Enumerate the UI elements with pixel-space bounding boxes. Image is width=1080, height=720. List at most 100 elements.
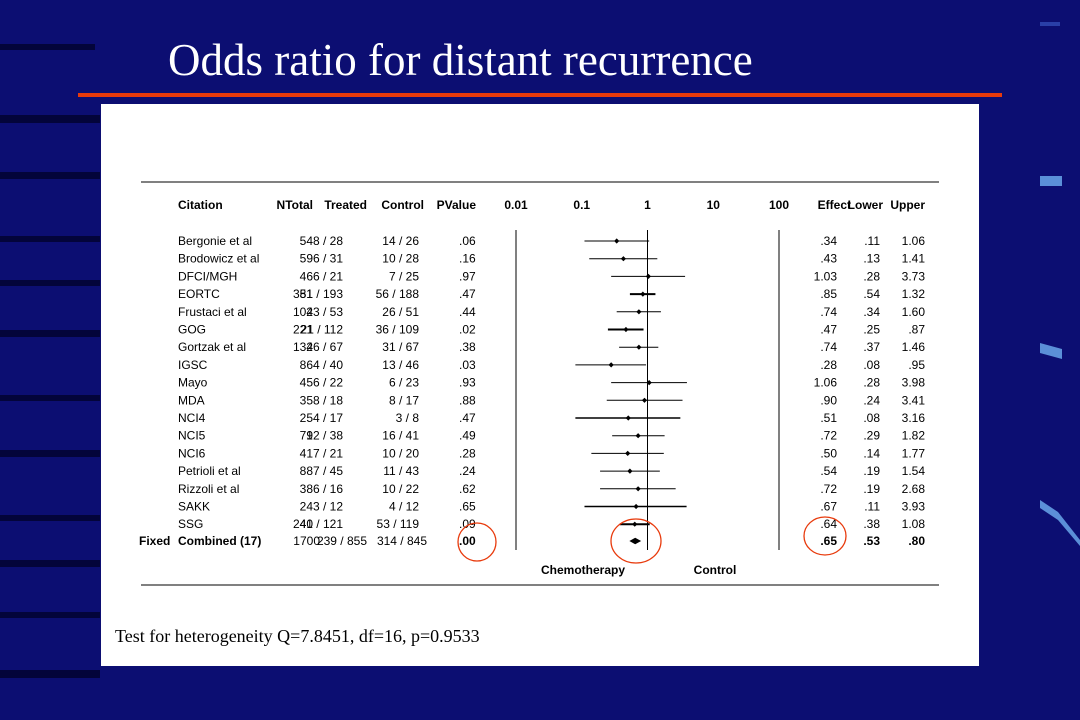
right-direction-label: Control: [694, 563, 737, 577]
combined-upper: .80: [908, 534, 925, 548]
x-tick-label: 0.1: [573, 198, 590, 212]
x-tick-label: 100: [769, 198, 789, 212]
study-pvalue: .24: [459, 464, 476, 478]
study-ntotal: 35: [300, 393, 314, 407]
study-pvalue: .03: [459, 358, 476, 372]
study-upper: 1.41: [902, 252, 926, 266]
study-ntotal: 134: [293, 340, 313, 354]
study-point: [635, 433, 641, 439]
combined-pvalue: .00: [459, 534, 476, 548]
study-treated: 4 / 40: [313, 358, 343, 372]
study-effect: .34: [820, 234, 837, 248]
study-treated: 6 / 31: [313, 252, 343, 266]
header-effect: Effect: [818, 198, 851, 212]
combined-diamond: [629, 537, 642, 545]
study-ntotal: 25: [300, 411, 314, 425]
study-ntotal: 59: [300, 252, 314, 266]
study-treated: 12 / 38: [306, 429, 343, 443]
study-effect: .28: [820, 358, 837, 372]
heterogeneity-note: Test for heterogeneity Q=7.8451, df=16, …: [115, 626, 480, 646]
study-pvalue: .62: [459, 482, 476, 496]
study-treated: 3 / 12: [313, 500, 343, 514]
study-treated: 7 / 21: [313, 446, 343, 460]
study-effect: .47: [820, 323, 837, 337]
study-citation: NCI4: [178, 411, 206, 425]
study-pvalue: .28: [459, 446, 476, 460]
study-effect: .67: [820, 500, 837, 514]
study-upper: 1.06: [902, 234, 926, 248]
study-lower: .13: [863, 252, 880, 266]
study-effect: .72: [820, 482, 837, 496]
study-ntotal: 24: [300, 500, 314, 514]
study-upper: 2.68: [902, 482, 926, 496]
study-control: 16 / 41: [382, 429, 419, 443]
study-effect: .51: [820, 411, 837, 425]
header-ntotal: NTotal: [277, 198, 313, 212]
header-control: Control: [381, 198, 424, 212]
study-lower: .37: [863, 340, 880, 354]
study-citation: GOG: [178, 323, 206, 337]
study-treated: 51 / 193: [300, 287, 344, 301]
combined-control: 314 / 845: [377, 534, 427, 548]
forest-plot-panel: Citation NTotal Treated Control PValue Effect…: [101, 104, 979, 666]
right-light-strokes: [1040, 22, 1080, 546]
study-upper: 1.54: [902, 464, 926, 478]
study-point: [614, 238, 620, 244]
study-pvalue: .97: [459, 269, 476, 283]
study-lower: .24: [863, 393, 880, 407]
study-effect: .54: [820, 464, 837, 478]
study-control: 10 / 28: [382, 252, 419, 266]
study-lower: .25: [863, 323, 880, 337]
study-effect: 1.06: [814, 376, 838, 390]
study-control: 3 / 8: [396, 411, 420, 425]
study-citation: NCI5: [178, 429, 206, 443]
combined-effect: .65: [820, 534, 837, 548]
study-control: 7 / 25: [389, 269, 419, 283]
study-citation: IGSC: [178, 358, 208, 372]
study-effect: .74: [820, 340, 837, 354]
study-ntotal: 86: [300, 358, 314, 372]
combined-lower: .53: [863, 534, 880, 548]
study-pvalue: .65: [459, 500, 476, 514]
study-control: 11 / 43: [383, 464, 419, 478]
study-effect: .90: [820, 393, 837, 407]
study-control: 8 / 17: [389, 393, 419, 407]
study-citation: EORTC: [178, 287, 220, 301]
study-effect: .50: [820, 446, 837, 460]
study-citation: Frustaci et al: [178, 305, 247, 319]
study-treated: 6 / 16: [313, 482, 343, 496]
study-point: [640, 291, 646, 297]
study-upper: 1.46: [902, 340, 926, 354]
study-citation: MDA: [178, 393, 205, 407]
study-lower: .11: [864, 234, 880, 248]
combined-ntotal: 1700: [293, 534, 320, 548]
header-upper: Upper: [890, 198, 925, 212]
study-treated: 26 / 67: [306, 340, 343, 354]
study-upper: 3.41: [902, 393, 926, 407]
x-tick-label: 1: [644, 198, 651, 212]
study-upper: 1.32: [902, 287, 926, 301]
x-tick-label: 0.01: [504, 198, 528, 212]
header-treated: Treated: [324, 198, 367, 212]
study-citation: SSG: [178, 517, 203, 531]
study-lower: .08: [863, 411, 880, 425]
study-upper: 3.73: [902, 269, 926, 283]
study-treated: 6 / 22: [313, 376, 343, 390]
study-effect: .74: [820, 305, 837, 319]
study-upper: .87: [908, 323, 925, 337]
study-upper: 1.82: [902, 429, 926, 443]
study-pvalue: .02: [459, 323, 476, 337]
study-control: 6 / 23: [389, 376, 419, 390]
slide-title: Odds ratio for distant recurrence: [168, 35, 753, 85]
highlight-circle-marker: [610, 518, 662, 564]
study-control: 36 / 109: [376, 323, 420, 337]
study-treated: 41 / 121: [300, 517, 344, 531]
study-point: [620, 256, 627, 262]
study-ntotal: 381: [293, 287, 313, 301]
study-pvalue: .47: [459, 411, 476, 425]
study-pvalue: .47: [459, 287, 476, 301]
study-ntotal: 41: [300, 446, 314, 460]
study-lower: .08: [863, 358, 880, 372]
study-point: [636, 309, 642, 315]
study-ntotal: 88: [300, 464, 314, 478]
